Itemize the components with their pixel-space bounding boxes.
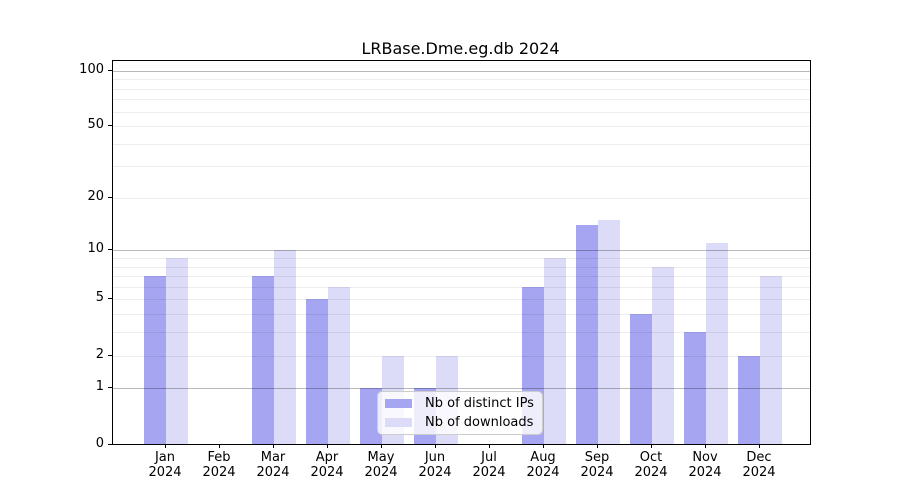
gridline-6 <box>113 287 810 288</box>
gridline-4 <box>113 314 810 315</box>
gridline-3 <box>113 332 810 333</box>
x-tick-label-nov: Nov 2024 <box>688 450 722 480</box>
x-tick-label-sep: Sep 2024 <box>580 450 614 480</box>
y-tick-label-50: 50 <box>87 117 104 132</box>
x-tick-label-feb: Feb 2024 <box>202 450 236 480</box>
bar-nov-downloads <box>706 243 728 444</box>
y-tick-mark <box>108 355 112 356</box>
y-tick-label-100: 100 <box>79 62 104 77</box>
legend-swatch-downloads-icon <box>385 418 412 427</box>
bar-oct-distinct-ips <box>630 314 652 444</box>
gridline-40 <box>113 144 810 145</box>
bar-sep-downloads <box>598 220 620 444</box>
x-tick-label-aug: Aug 2024 <box>526 450 560 480</box>
x-tick-mark-nov <box>705 444 706 448</box>
x-tick-mark-jun <box>435 444 436 448</box>
gridline-30 <box>113 166 810 167</box>
x-tick-mark-aug <box>543 444 544 448</box>
gridline-60 <box>113 112 810 113</box>
gridline-20 <box>113 198 810 199</box>
legend-label-distinct-ips: Nb of distinct IPs <box>425 395 534 411</box>
bar-sep-distinct-ips <box>576 225 598 444</box>
y-tick-label-1: 1 <box>95 379 104 394</box>
legend-swatch-distinct-ips-icon <box>385 399 412 408</box>
y-tick-label-20: 20 <box>87 189 104 204</box>
y-tick-label-0: 0 <box>95 436 104 451</box>
x-tick-label-mar: Mar 2024 <box>256 450 290 480</box>
plot-area <box>112 60 811 445</box>
bar-mar-downloads <box>274 250 296 444</box>
y-tick-label-10: 10 <box>87 241 104 256</box>
legend-item-downloads: Nb of downloads <box>385 415 534 431</box>
gridline-50 <box>113 126 810 127</box>
bar-apr-downloads <box>328 287 350 444</box>
bar-jan-downloads <box>166 258 188 444</box>
x-tick-label-apr: Apr 2024 <box>310 450 344 480</box>
y-tick-mark <box>108 249 112 250</box>
bar-jan-distinct-ips <box>144 276 166 444</box>
x-tick-label-may: May 2024 <box>364 450 398 480</box>
y-tick-mark <box>108 298 112 299</box>
gridline-1 <box>113 388 810 389</box>
gridline-2 <box>113 356 810 357</box>
x-tick-mark-jan <box>165 444 166 448</box>
y-tick-mark <box>108 197 112 198</box>
x-tick-mark-feb <box>219 444 220 448</box>
x-tick-label-oct: Oct 2024 <box>634 450 668 480</box>
legend: Nb of distinct IPs Nb of downloads <box>377 391 543 435</box>
bar-mar-distinct-ips <box>252 276 274 444</box>
bar-dec-distinct-ips <box>738 356 760 444</box>
x-tick-mark-sep <box>597 444 598 448</box>
bar-aug-downloads <box>544 258 566 444</box>
gridline-10 <box>113 250 810 251</box>
y-tick-mark <box>108 387 112 388</box>
x-tick-mark-jul <box>489 444 490 448</box>
x-tick-label-dec: Dec 2024 <box>742 450 776 480</box>
gridline-7 <box>113 276 810 277</box>
x-tick-mark-may <box>381 444 382 448</box>
y-tick-mark <box>108 70 112 71</box>
grid-layer <box>113 61 810 444</box>
y-tick-label-5: 5 <box>95 290 104 305</box>
x-tick-mark-apr <box>327 444 328 448</box>
gridline-8 <box>113 267 810 268</box>
bar-may-distinct-ips <box>360 388 382 444</box>
x-tick-label-jun: Jun 2024 <box>418 450 452 480</box>
x-tick-label-jul: Jul 2024 <box>472 450 506 480</box>
bar-dec-downloads <box>760 276 782 444</box>
y-tick-mark <box>108 444 112 445</box>
gridline-80 <box>113 89 810 90</box>
y-tick-mark <box>108 125 112 126</box>
x-tick-mark-oct <box>651 444 652 448</box>
x-tick-mark-mar <box>273 444 274 448</box>
gridline-90 <box>113 79 810 80</box>
chart-title: LRBase.Dme.eg.db 2024 <box>361 39 560 58</box>
gridline-70 <box>113 99 810 100</box>
legend-item-distinct-ips: Nb of distinct IPs <box>385 396 534 412</box>
bar-apr-distinct-ips <box>306 299 328 444</box>
bar-oct-downloads <box>652 267 674 444</box>
legend-label-downloads: Nb of downloads <box>425 414 534 430</box>
x-tick-mark-dec <box>759 444 760 448</box>
x-tick-label-jan: Jan 2024 <box>148 450 182 480</box>
y-tick-label-2: 2 <box>95 347 104 362</box>
gridline-100 <box>113 71 810 72</box>
gridline-9 <box>113 258 810 259</box>
gridline-5 <box>113 299 810 300</box>
bar-nov-distinct-ips <box>684 332 706 444</box>
